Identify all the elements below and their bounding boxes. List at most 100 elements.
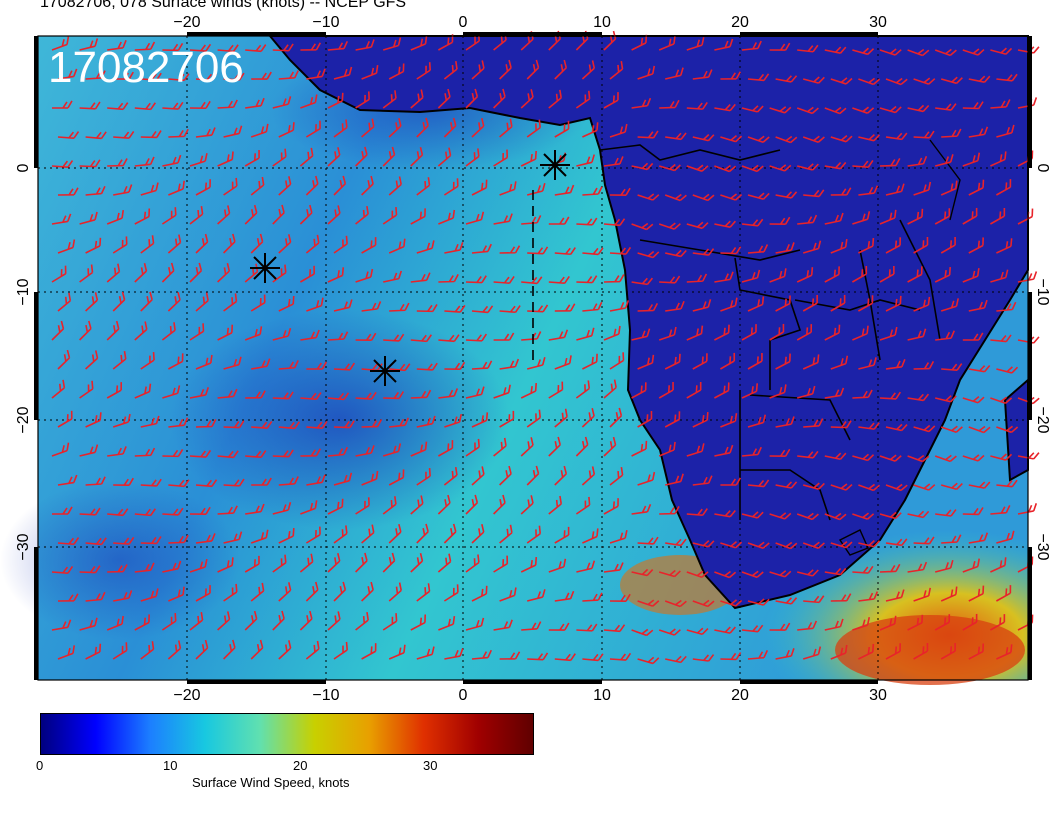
wind-barb	[913, 181, 932, 196]
wind-barb	[195, 354, 213, 370]
wind-barb	[465, 88, 479, 109]
wind-barb	[361, 524, 375, 544]
wind-barb	[140, 182, 159, 196]
wind-barb	[85, 412, 102, 428]
wind-barb	[692, 299, 712, 312]
wind-barb	[520, 495, 534, 515]
wind-barb	[355, 552, 368, 573]
wind-barb	[327, 446, 348, 457]
wind-barb	[692, 193, 715, 202]
wind-barb	[333, 119, 348, 138]
wind-barb	[388, 582, 403, 602]
wind-barb	[603, 562, 624, 573]
wind-barb	[609, 593, 631, 603]
wind-barb	[941, 363, 963, 372]
wind-barb	[195, 533, 216, 544]
wind-barb	[609, 407, 623, 428]
lat-label-left: −30	[15, 533, 32, 560]
wind-barb	[775, 481, 798, 489]
wind-barb	[217, 505, 238, 515]
wind-barb	[1017, 271, 1038, 283]
wind-barb	[996, 479, 1018, 488]
wind-barb	[223, 420, 245, 429]
wind-barb	[769, 42, 791, 51]
wind-barb	[57, 349, 71, 370]
wind-barb	[548, 495, 563, 515]
wind-barb	[245, 97, 265, 109]
wind-barb	[637, 193, 660, 201]
wind-barb	[499, 305, 521, 314]
wind-barb	[444, 361, 466, 370]
lon-label-top: 10	[593, 14, 611, 31]
wind-barb	[824, 161, 847, 170]
wind-barb	[437, 88, 451, 109]
wind-barb	[383, 391, 405, 400]
wind-barb	[775, 242, 795, 254]
wind-barb	[741, 324, 757, 341]
wind-barb	[996, 530, 1015, 544]
wind-barb	[747, 296, 765, 312]
wind-barb	[223, 531, 243, 544]
wind-barb	[244, 610, 258, 631]
wind-barb	[382, 613, 398, 631]
wind-barb	[272, 502, 292, 515]
wind-barb	[747, 650, 769, 660]
wind-barb	[327, 267, 345, 283]
wind-barb	[410, 35, 428, 51]
wind-barb	[327, 392, 350, 401]
wind-barb	[741, 105, 764, 113]
wind-barb	[443, 61, 458, 80]
wind-barb	[244, 326, 263, 341]
wind-barb	[637, 656, 660, 665]
wind-barb	[471, 243, 492, 254]
frame-tick	[740, 680, 878, 684]
wind-barb	[879, 157, 901, 167]
wind-barb	[747, 353, 763, 370]
wind-barb	[686, 273, 708, 283]
wind-barb	[720, 652, 742, 661]
wind-barb	[990, 614, 1006, 631]
wind-barb	[272, 148, 287, 167]
wind-barb	[471, 412, 489, 428]
wind-barb	[51, 265, 67, 283]
wind-barb	[134, 383, 152, 399]
wind-barb	[493, 149, 509, 167]
frame-tick	[463, 680, 602, 684]
wind-barb	[830, 593, 852, 602]
wind-barb	[250, 639, 264, 660]
wind-barb	[388, 176, 402, 196]
storm-marker	[250, 253, 280, 283]
wind-barb	[250, 294, 266, 312]
wind-barb	[272, 327, 292, 341]
wind-barb	[907, 48, 930, 57]
wind-barb	[962, 396, 985, 404]
wind-barb	[195, 179, 211, 196]
wind-barb	[416, 304, 438, 313]
wind-barb	[333, 641, 348, 660]
wind-barb	[962, 613, 978, 631]
wind-barb	[747, 541, 770, 550]
wind-barb	[830, 483, 853, 491]
wind-barb	[830, 135, 853, 143]
wind-barb	[940, 298, 959, 312]
wind-barb	[962, 507, 984, 516]
wind-barb	[526, 59, 540, 80]
lat-label-right: −30	[1034, 533, 1051, 560]
wind-barb	[499, 59, 512, 80]
wind-barb	[520, 382, 538, 399]
wind-barb	[830, 187, 852, 196]
wind-barb	[996, 238, 1013, 254]
wind-barb	[251, 477, 272, 486]
wind-barb	[720, 599, 743, 607]
wind-barb	[493, 276, 515, 284]
wind-barb	[388, 523, 402, 544]
wind-barb	[106, 615, 124, 631]
wind-barb	[554, 247, 576, 256]
wind-barb	[272, 264, 287, 283]
wind-barb	[79, 444, 99, 457]
wind-barb	[245, 503, 265, 515]
wind-barb	[134, 562, 155, 573]
wind-barb	[962, 454, 985, 462]
wind-barb	[51, 213, 72, 225]
wind-barb	[824, 618, 844, 631]
